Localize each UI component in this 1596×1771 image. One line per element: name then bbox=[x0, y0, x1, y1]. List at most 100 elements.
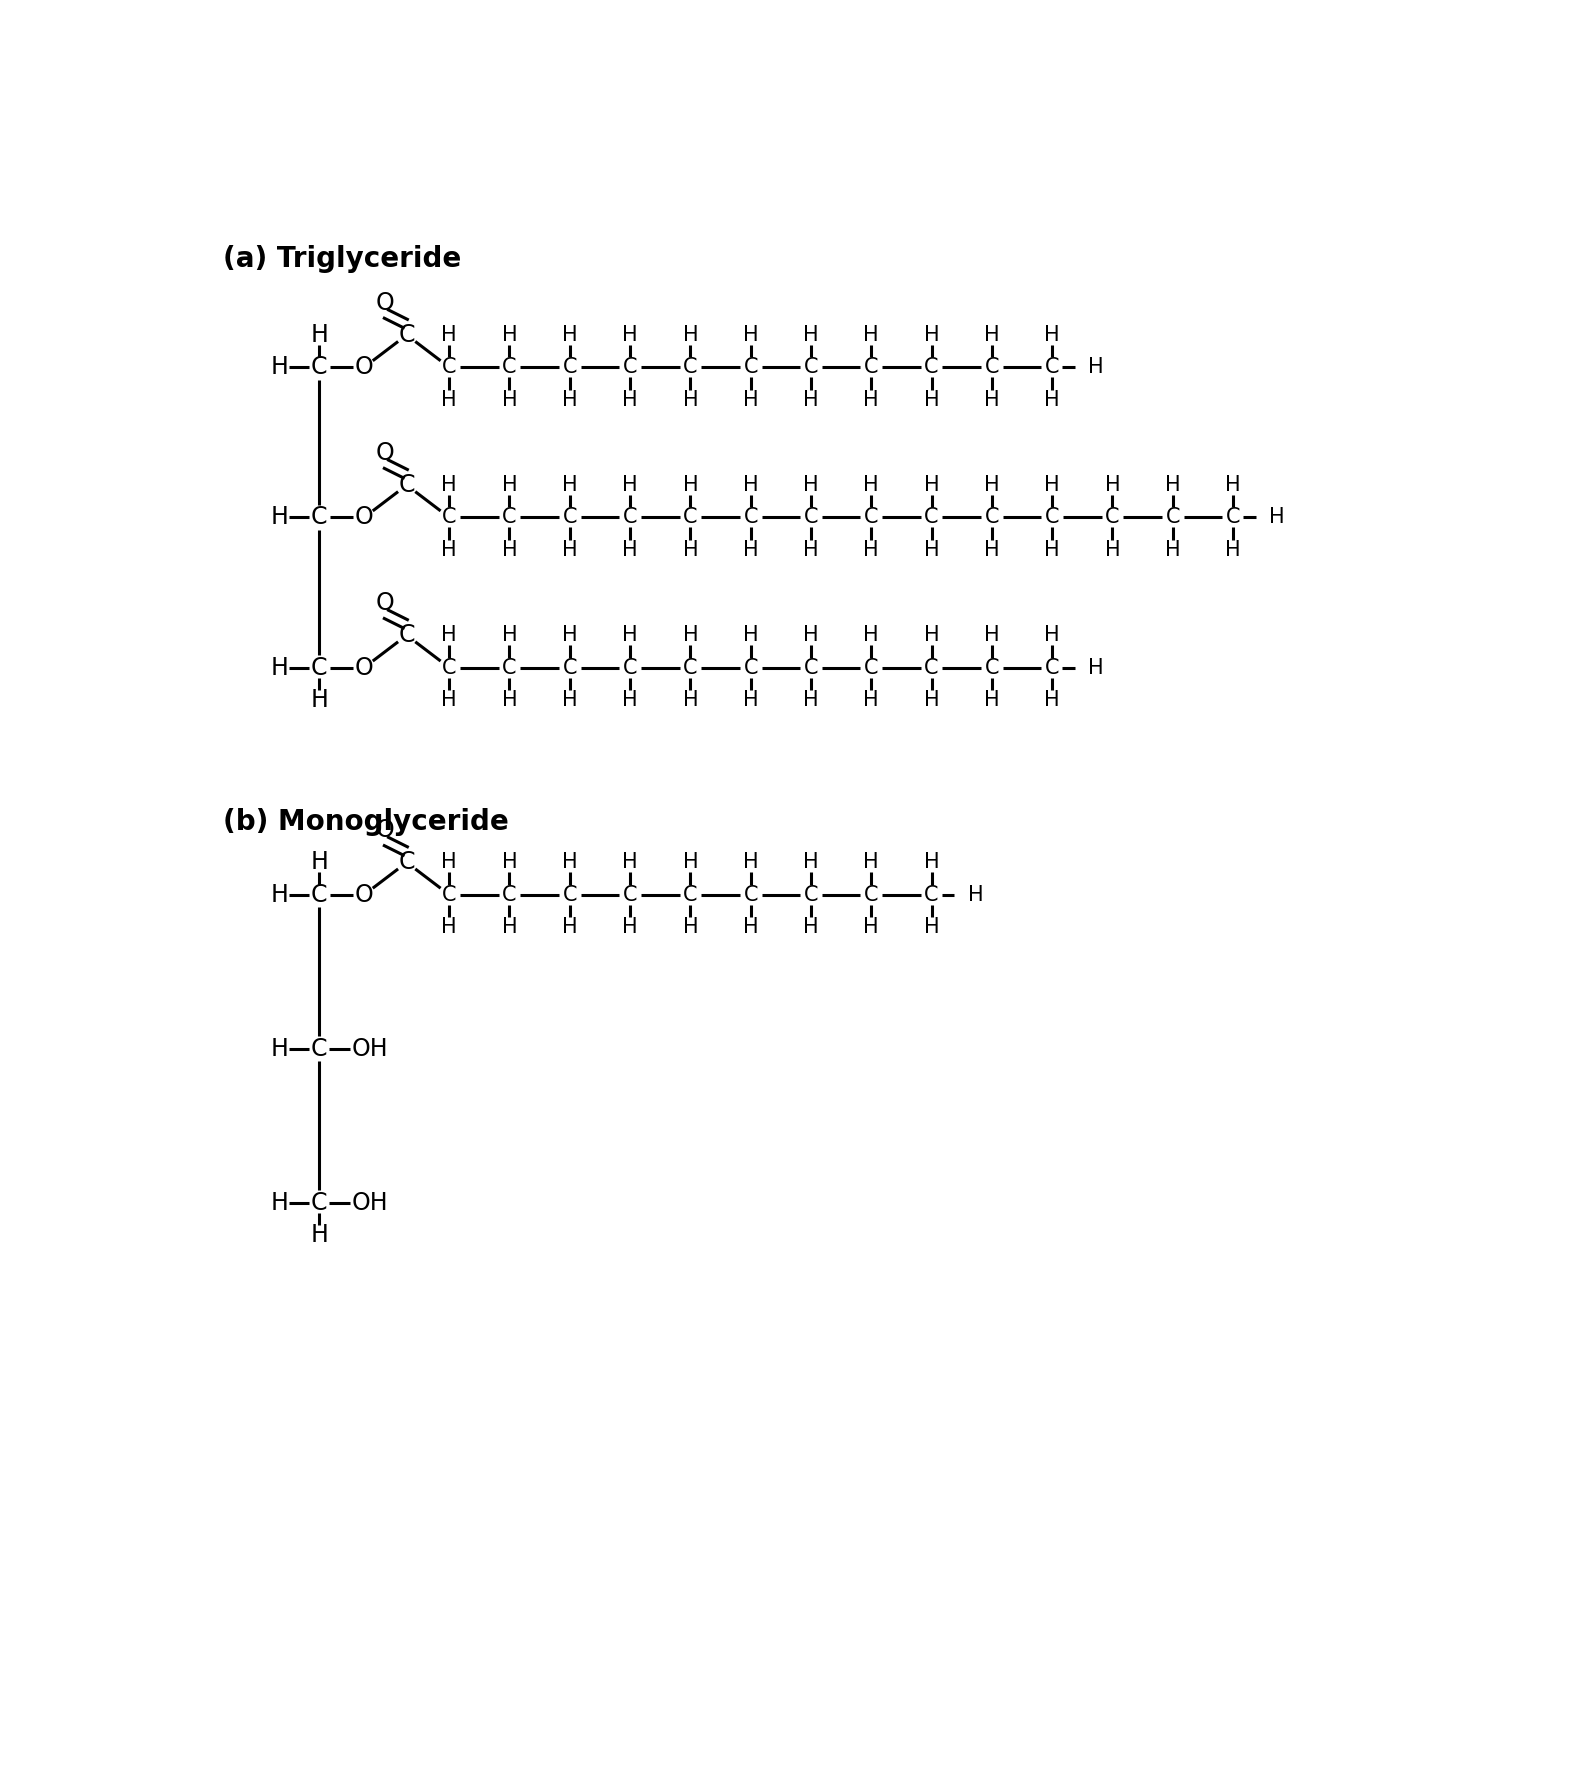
Text: H: H bbox=[924, 390, 940, 409]
Text: C: C bbox=[399, 473, 415, 498]
Text: H: H bbox=[1044, 691, 1060, 710]
Text: O: O bbox=[354, 655, 373, 680]
Text: H: H bbox=[1165, 475, 1181, 496]
Text: C: C bbox=[683, 886, 697, 905]
Text: C: C bbox=[311, 356, 327, 379]
Text: C: C bbox=[442, 508, 456, 528]
Text: H: H bbox=[803, 852, 819, 873]
Text: H: H bbox=[742, 540, 758, 560]
Text: H: H bbox=[310, 687, 329, 712]
Text: H: H bbox=[683, 324, 697, 345]
Text: H: H bbox=[270, 655, 287, 680]
Text: C: C bbox=[863, 358, 878, 377]
Text: C: C bbox=[562, 508, 578, 528]
Text: H: H bbox=[1044, 324, 1060, 345]
Text: H: H bbox=[683, 625, 697, 645]
Text: H: H bbox=[985, 540, 999, 560]
Text: O: O bbox=[354, 505, 373, 530]
Text: C: C bbox=[924, 886, 938, 905]
Text: C: C bbox=[804, 508, 819, 528]
Text: C: C bbox=[924, 358, 938, 377]
Text: C: C bbox=[562, 657, 578, 678]
Text: H: H bbox=[622, 852, 638, 873]
Text: H: H bbox=[1226, 540, 1242, 560]
Text: C: C bbox=[1045, 657, 1060, 678]
Text: H: H bbox=[501, 691, 517, 710]
Text: H: H bbox=[924, 540, 940, 560]
Text: H: H bbox=[622, 475, 638, 496]
Text: H: H bbox=[310, 322, 329, 347]
Text: H: H bbox=[562, 852, 578, 873]
Text: C: C bbox=[622, 508, 637, 528]
Text: C: C bbox=[503, 657, 517, 678]
Text: C: C bbox=[804, 657, 819, 678]
Text: C: C bbox=[562, 886, 578, 905]
Text: C: C bbox=[442, 657, 456, 678]
Text: C: C bbox=[863, 657, 878, 678]
Text: H: H bbox=[742, 917, 758, 937]
Text: C: C bbox=[863, 886, 878, 905]
Text: H: H bbox=[985, 625, 999, 645]
Text: H: H bbox=[442, 475, 456, 496]
Text: C: C bbox=[683, 508, 697, 528]
Text: H: H bbox=[967, 886, 983, 905]
Text: H: H bbox=[863, 475, 879, 496]
Text: H: H bbox=[501, 390, 517, 409]
Text: H: H bbox=[683, 475, 697, 496]
Text: H: H bbox=[1104, 540, 1120, 560]
Text: H: H bbox=[742, 625, 758, 645]
Text: H: H bbox=[803, 324, 819, 345]
Text: H: H bbox=[863, 917, 879, 937]
Text: H: H bbox=[562, 475, 578, 496]
Text: OH: OH bbox=[351, 1036, 388, 1061]
Text: H: H bbox=[562, 691, 578, 710]
Text: H: H bbox=[803, 475, 819, 496]
Text: C: C bbox=[804, 886, 819, 905]
Text: H: H bbox=[1088, 358, 1104, 377]
Text: H: H bbox=[270, 356, 287, 379]
Text: H: H bbox=[562, 625, 578, 645]
Text: H: H bbox=[683, 917, 697, 937]
Text: H: H bbox=[622, 324, 638, 345]
Text: C: C bbox=[399, 850, 415, 875]
Text: C: C bbox=[744, 886, 758, 905]
Text: H: H bbox=[863, 691, 879, 710]
Text: H: H bbox=[742, 390, 758, 409]
Text: O: O bbox=[375, 290, 394, 315]
Text: H: H bbox=[742, 691, 758, 710]
Text: (a) Triglyceride: (a) Triglyceride bbox=[223, 246, 461, 273]
Text: C: C bbox=[744, 508, 758, 528]
Text: H: H bbox=[803, 540, 819, 560]
Text: C: C bbox=[311, 882, 327, 907]
Text: C: C bbox=[1045, 508, 1060, 528]
Text: H: H bbox=[270, 882, 287, 907]
Text: C: C bbox=[985, 657, 999, 678]
Text: H: H bbox=[1226, 475, 1242, 496]
Text: H: H bbox=[622, 917, 638, 937]
Text: C: C bbox=[503, 358, 517, 377]
Text: O: O bbox=[354, 356, 373, 379]
Text: H: H bbox=[622, 390, 638, 409]
Text: H: H bbox=[742, 324, 758, 345]
Text: H: H bbox=[622, 540, 638, 560]
Text: H: H bbox=[803, 390, 819, 409]
Text: H: H bbox=[863, 390, 879, 409]
Text: C: C bbox=[804, 358, 819, 377]
Text: H: H bbox=[442, 852, 456, 873]
Text: C: C bbox=[399, 623, 415, 646]
Text: H: H bbox=[803, 917, 819, 937]
Text: H: H bbox=[924, 852, 940, 873]
Text: H: H bbox=[924, 691, 940, 710]
Text: H: H bbox=[863, 625, 879, 645]
Text: C: C bbox=[1165, 508, 1179, 528]
Text: C: C bbox=[683, 657, 697, 678]
Text: O: O bbox=[354, 882, 373, 907]
Text: H: H bbox=[1044, 540, 1060, 560]
Text: H: H bbox=[863, 852, 879, 873]
Text: H: H bbox=[501, 324, 517, 345]
Text: C: C bbox=[924, 508, 938, 528]
Text: H: H bbox=[985, 691, 999, 710]
Text: C: C bbox=[622, 358, 637, 377]
Text: H: H bbox=[924, 917, 940, 937]
Text: C: C bbox=[311, 655, 327, 680]
